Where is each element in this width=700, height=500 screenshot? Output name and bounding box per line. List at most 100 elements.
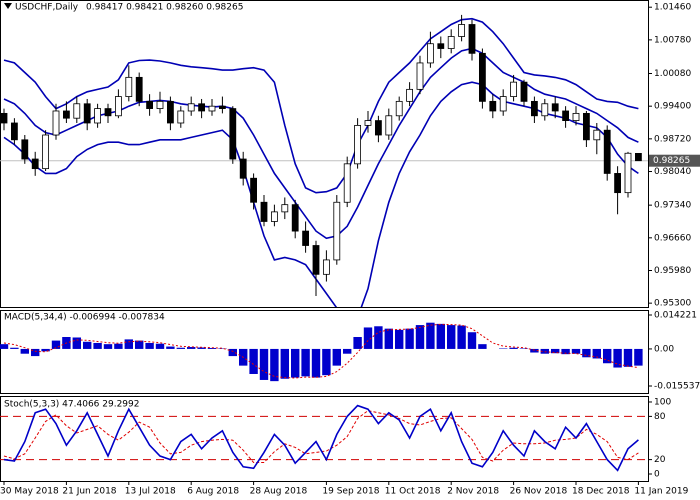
candle-body bbox=[281, 204, 289, 213]
candle-body bbox=[270, 211, 278, 222]
candle-body bbox=[239, 158, 247, 179]
macd-bar bbox=[145, 342, 154, 349]
macd-bar bbox=[613, 348, 622, 368]
candle-body bbox=[468, 24, 476, 54]
y-tick-label: 20 bbox=[654, 455, 666, 465]
chart-title: USDCHF,Daily bbox=[15, 3, 79, 13]
candle-body bbox=[531, 100, 538, 117]
macd-bar bbox=[83, 341, 92, 349]
candle-body bbox=[374, 120, 382, 136]
macd-bar bbox=[135, 340, 144, 349]
candle-body bbox=[603, 129, 611, 174]
y-tick-label: 0.95980 bbox=[654, 266, 691, 276]
candle-body bbox=[635, 153, 642, 162]
candle-body bbox=[250, 177, 258, 203]
candle-body bbox=[437, 43, 445, 49]
macd-bar bbox=[280, 348, 289, 379]
candle-body bbox=[125, 76, 133, 97]
macd-bar bbox=[20, 348, 29, 354]
macd-bar bbox=[301, 348, 310, 377]
last-price-box bbox=[649, 154, 700, 167]
macd-bar bbox=[10, 347, 19, 349]
macd-bar bbox=[207, 347, 217, 349]
candle-body bbox=[218, 105, 226, 109]
candle-body bbox=[624, 152, 632, 194]
macd-bar bbox=[51, 340, 61, 349]
x-tick-label: 18 Dec 2018 bbox=[572, 487, 630, 497]
candle-body bbox=[291, 204, 299, 232]
macd-bar bbox=[478, 344, 487, 349]
macd-bar bbox=[322, 348, 331, 376]
macd-bar bbox=[363, 327, 373, 349]
panel-plot bbox=[0, 404, 648, 472]
y-tick-label: 0 bbox=[654, 470, 660, 480]
x-tick-label: 28 Aug 2018 bbox=[250, 487, 308, 497]
macd-bar bbox=[176, 347, 185, 349]
candle-body bbox=[385, 115, 393, 136]
y-tick-label: -0.015537 bbox=[654, 382, 700, 392]
macd-title: MACD(5,34,4) -0.006994 -0.007834 bbox=[4, 313, 165, 323]
y-tick-label: 0.00 bbox=[654, 344, 674, 354]
candle-body bbox=[562, 110, 569, 121]
macd-bar bbox=[374, 326, 383, 349]
y-tick-label: 100 bbox=[654, 397, 671, 407]
macd-bar bbox=[436, 323, 445, 349]
candle-body bbox=[583, 112, 590, 141]
x-tick-label: 11 Oct 2018 bbox=[385, 487, 441, 497]
indicator-line bbox=[3, 17, 639, 194]
y-tick-label: 80 bbox=[654, 412, 666, 422]
candle-body bbox=[364, 120, 372, 126]
macd-bar bbox=[311, 348, 321, 378]
macd-bar bbox=[384, 328, 393, 349]
panel-frame bbox=[0, 0, 649, 308]
candle-body bbox=[229, 108, 237, 160]
x-tick-label: 21 Jun 2018 bbox=[62, 487, 116, 497]
y-tick-label: 0.98040 bbox=[654, 167, 691, 177]
ohlc-text: 0.98417 0.98421 0.98260 0.98265 bbox=[86, 3, 243, 13]
macd-bar bbox=[249, 348, 258, 374]
macd-bar bbox=[31, 348, 40, 357]
candle-body bbox=[0, 112, 8, 124]
x-tick-label: 19 Sep 2018 bbox=[322, 487, 379, 497]
candle-body bbox=[593, 129, 601, 141]
candle-body bbox=[260, 201, 268, 222]
candle-body bbox=[478, 52, 486, 102]
macd-bar bbox=[447, 325, 456, 349]
macd-bar bbox=[197, 347, 206, 349]
x-tick-label: 2 Nov 2018 bbox=[447, 487, 499, 497]
candle-body bbox=[52, 110, 60, 136]
candle-body bbox=[458, 24, 466, 37]
x-tick-label: 30 May 2018 bbox=[0, 487, 59, 497]
macd-bar bbox=[603, 348, 612, 364]
x-tick-label: 26 Nov 2018 bbox=[510, 487, 568, 497]
candle-body bbox=[21, 139, 29, 160]
candle-body bbox=[354, 124, 362, 165]
candle-body bbox=[343, 163, 351, 203]
candle-body bbox=[177, 110, 185, 124]
y-tick-label: 1.01460 bbox=[654, 3, 691, 13]
indicator-line bbox=[3, 323, 639, 379]
candle-body bbox=[104, 108, 112, 117]
macd-bar bbox=[353, 337, 362, 349]
x-tick-label: 11 Jan 2019 bbox=[634, 487, 688, 497]
y-tick-label: 1.00080 bbox=[654, 69, 691, 79]
macd-bar bbox=[571, 348, 581, 354]
macd-bar bbox=[228, 348, 237, 357]
candle-body bbox=[572, 112, 580, 121]
macd-bar bbox=[582, 348, 591, 358]
macd-bar bbox=[114, 343, 123, 349]
candle-body bbox=[312, 245, 320, 275]
panel-plot bbox=[0, 322, 643, 382]
last-price-label: 0.98265 bbox=[653, 156, 690, 166]
candle-body bbox=[73, 103, 81, 119]
candle-body bbox=[156, 100, 164, 109]
panel-frame bbox=[0, 310, 649, 394]
macd-bar bbox=[623, 348, 633, 367]
macd-bar bbox=[166, 346, 175, 349]
candle-body bbox=[42, 134, 49, 170]
indicator-line bbox=[3, 404, 639, 472]
candle-body bbox=[198, 103, 206, 112]
macd-bar bbox=[155, 343, 165, 349]
candle-body bbox=[499, 96, 507, 112]
